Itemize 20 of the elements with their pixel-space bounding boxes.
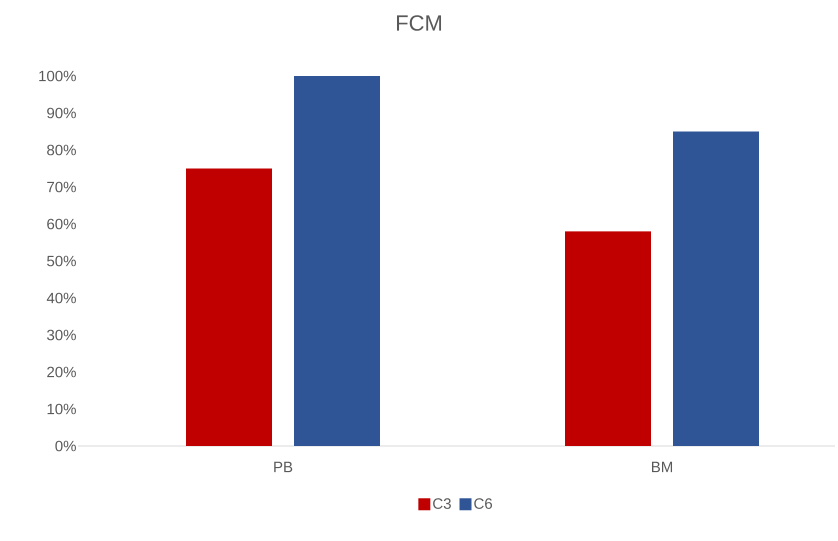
y-tick-label: 90% [47, 108, 76, 118]
y-tick-label: 30% [47, 330, 76, 340]
chart-title: FCM [396, 15, 442, 31]
y-tick-label: 80% [47, 144, 76, 156]
bar [565, 231, 652, 446]
y-tick-label: 0% [55, 440, 76, 452]
bar [186, 168, 272, 446]
y-tick-label: 10% [48, 404, 76, 414]
y-tick-label: 60% [47, 218, 76, 230]
x-tick-label: PB [274, 462, 292, 472]
y-tick-label: 40% [46, 292, 76, 304]
bar [673, 131, 760, 446]
bar [294, 76, 380, 446]
y-tick-label: 20% [47, 366, 76, 378]
legend-label: C6 [474, 498, 492, 509]
y-tick-label: 100% [39, 70, 76, 82]
x-tick-label: BM [652, 462, 672, 472]
legend-label: C3 [433, 498, 451, 509]
y-tick-label: 50% [47, 256, 76, 266]
y-tick-label: 70% [47, 182, 76, 192]
